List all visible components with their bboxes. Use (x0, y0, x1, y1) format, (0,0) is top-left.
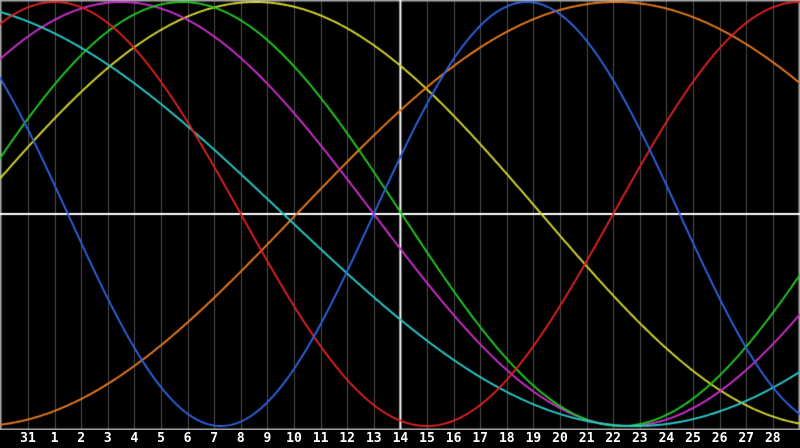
x-axis-tick-label: 1 (50, 431, 59, 446)
x-axis-tick-label: 15 (419, 431, 435, 446)
x-axis-tick-label: 24 (658, 431, 675, 446)
x-axis-tick-label: 8 (236, 431, 245, 446)
x-axis-tick-label: 16 (445, 431, 462, 446)
x-axis-tick-label: 31 (20, 431, 36, 446)
x-axis-tick-label: 19 (525, 431, 542, 446)
x-axis-tick-label: 28 (764, 431, 781, 446)
x-axis-tick-label: 11 (312, 431, 329, 446)
x-axis-tick-label: 6 (183, 431, 192, 446)
x-axis-tick-label: 7 (210, 431, 219, 446)
x-axis-tick-label: 5 (157, 431, 165, 446)
x-axis-tick-label: 25 (685, 431, 701, 446)
x-axis-tick-label: 23 (631, 431, 648, 446)
x-axis-tick-label: 12 (339, 431, 356, 446)
plot-canvas (0, 0, 800, 430)
x-axis-tick-label: 14 (392, 431, 409, 446)
x-axis-tick-label: 20 (552, 431, 568, 446)
x-axis-tick-label: 17 (472, 431, 489, 446)
x-axis-tick-label: 4 (130, 431, 139, 446)
x-axis-tick-label: 9 (263, 431, 272, 446)
x-axis-tick-label: 13 (365, 431, 382, 446)
x-axis: 31 1 2 3 4 5 6 7 8 9 10 11 12 13 14 15 16 17 18 19 20 21 22 23 2… (0, 430, 800, 448)
x-axis-tick-label: 26 (711, 431, 728, 446)
x-axis-tick-label: 18 (498, 431, 515, 446)
x-axis-tick-label: 21 (578, 431, 595, 446)
x-axis-tick-label: 2 (77, 431, 86, 446)
x-axis-tick-label: 22 (605, 431, 622, 446)
x-axis-tick-label: 3 (103, 431, 112, 446)
x-axis-tick-label: 10 (286, 431, 302, 446)
x-axis-tick-label: 27 (738, 431, 755, 446)
